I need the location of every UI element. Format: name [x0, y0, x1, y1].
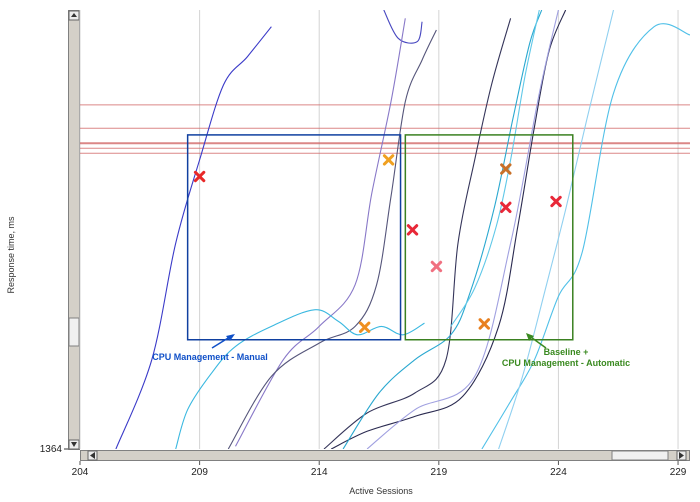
x-tick-label: 214: [311, 467, 328, 478]
series-line: [115, 26, 272, 449]
manual-annotation-label: CPU Management - Manual: [152, 352, 268, 362]
series-line: [450, 10, 540, 327]
series-line: [383, 10, 423, 44]
data-point-marker: [550, 195, 562, 208]
data-point-marker: [382, 154, 395, 166]
data-point-marker: [193, 170, 206, 183]
data-point-marker: [406, 224, 419, 236]
x-axis-title: Active Sessions: [349, 486, 413, 496]
series-line: [227, 29, 437, 449]
vertical-scroll-up-button[interactable]: [68, 10, 80, 21]
manual-arrow-head: [226, 334, 235, 341]
y-tick-label: 1364: [40, 444, 63, 455]
series-line: [323, 18, 512, 449]
automatic-annotation-label-line1: Baseline +: [544, 347, 589, 357]
horizontal-scroll-left-button[interactable]: [87, 450, 98, 461]
horizontal-scroll-right-button[interactable]: [676, 450, 687, 461]
series-line: [330, 10, 567, 449]
x-tick-label: 224: [550, 467, 567, 478]
series-line: [342, 10, 543, 449]
automatic-arrow-head: [526, 333, 534, 341]
data-point-marker: [358, 321, 371, 333]
x-tick-label: 209: [191, 467, 208, 478]
horizontal-scrollbar[interactable]: [80, 450, 690, 461]
manual-region-box: [186, 134, 402, 341]
data-point-marker: [430, 260, 443, 273]
data-point-marker: [500, 201, 512, 214]
data-point-marker: [500, 163, 512, 175]
series-line: [498, 10, 615, 449]
x-tick-label: 219: [430, 467, 447, 478]
y-axis-title: Response time, ms: [6, 216, 16, 294]
automatic-annotation-label-line2: CPU Management - Automatic: [502, 358, 630, 368]
horizontal-scroll-thumb[interactable]: [611, 450, 669, 461]
automatic-region-box: [404, 134, 574, 341]
series-line: [175, 309, 425, 449]
series-line: [481, 23, 690, 449]
x-tick-label: 204: [72, 467, 89, 478]
series-line: [366, 10, 559, 449]
x-tick-label: 229: [670, 467, 687, 478]
vertical-scroll-thumb[interactable]: [68, 317, 80, 347]
vertical-scroll-down-button[interactable]: [68, 439, 80, 450]
vertical-scrollbar[interactable]: [68, 10, 80, 450]
series-line: [235, 18, 406, 447]
data-point-marker: [478, 318, 490, 330]
